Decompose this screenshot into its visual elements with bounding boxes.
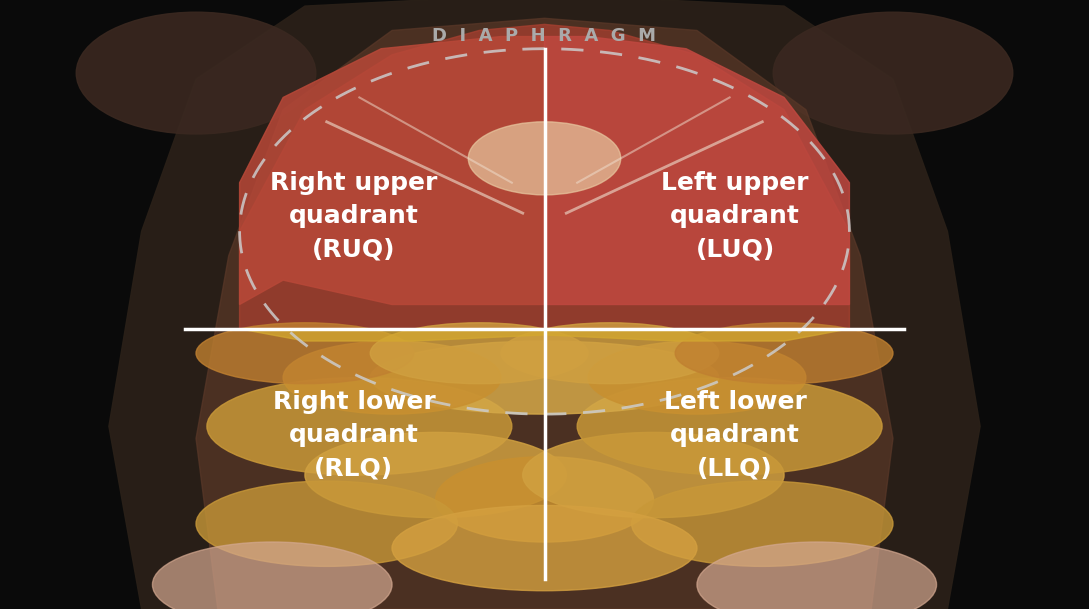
Text: Left upper
quadrant
(LUQ): Left upper quadrant (LUQ) <box>661 171 809 262</box>
Ellipse shape <box>773 12 1013 134</box>
Ellipse shape <box>305 432 566 518</box>
Polygon shape <box>544 37 849 304</box>
Polygon shape <box>240 37 544 304</box>
Ellipse shape <box>588 341 806 414</box>
Polygon shape <box>109 0 980 609</box>
Ellipse shape <box>697 542 937 609</box>
Text: Left lower
quadrant
(LLQ): Left lower quadrant (LLQ) <box>663 390 807 481</box>
Ellipse shape <box>523 432 784 518</box>
Text: Right upper
quadrant
(RUQ): Right upper quadrant (RUQ) <box>270 171 438 262</box>
Ellipse shape <box>675 323 893 384</box>
Ellipse shape <box>76 12 316 134</box>
Ellipse shape <box>283 341 501 414</box>
Polygon shape <box>196 18 893 609</box>
Ellipse shape <box>207 378 512 475</box>
Ellipse shape <box>632 481 893 566</box>
Text: Right lower
quadrant
(RLQ): Right lower quadrant (RLQ) <box>272 390 436 481</box>
Polygon shape <box>240 329 849 341</box>
Ellipse shape <box>468 122 621 195</box>
Ellipse shape <box>577 378 882 475</box>
Ellipse shape <box>392 505 697 591</box>
Ellipse shape <box>196 323 414 384</box>
Ellipse shape <box>370 323 588 384</box>
Ellipse shape <box>436 457 653 542</box>
Polygon shape <box>240 24 849 329</box>
Text: D  I  A  P  H  R  A  G  M: D I A P H R A G M <box>432 27 657 46</box>
Ellipse shape <box>501 323 719 384</box>
Ellipse shape <box>152 542 392 609</box>
Ellipse shape <box>196 481 457 566</box>
Ellipse shape <box>370 341 719 414</box>
